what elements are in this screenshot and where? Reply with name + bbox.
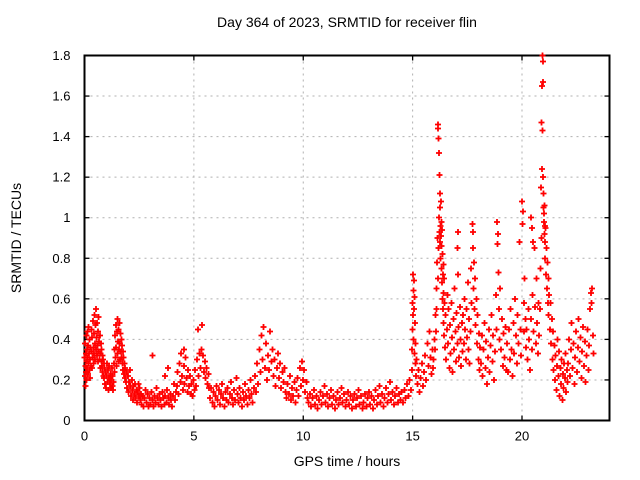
x-tick-label: 5 bbox=[190, 429, 197, 444]
y-tick-label: 0.6 bbox=[52, 291, 70, 306]
x-tick-label: 20 bbox=[515, 429, 529, 444]
x-tick-label: 15 bbox=[405, 429, 419, 444]
x-tick-label: 10 bbox=[296, 429, 310, 444]
y-tick-label: 0.4 bbox=[52, 332, 70, 347]
y-tick-label: 1 bbox=[63, 210, 70, 225]
y-tick-label: 0.2 bbox=[52, 372, 70, 387]
scatter-points bbox=[81, 52, 597, 412]
y-tick-label: 1.8 bbox=[52, 48, 70, 63]
chart-title: Day 364 of 2023, SRMTID for receiver fli… bbox=[217, 14, 477, 30]
y-tick-label: 0 bbox=[63, 413, 70, 428]
y-tick-label: 1.4 bbox=[52, 129, 70, 144]
y-tick-label: 0.8 bbox=[52, 251, 70, 266]
x-tick-label: 0 bbox=[81, 429, 88, 444]
x-axis-label: GPS time / hours bbox=[293, 453, 401, 469]
y-tick-label: 1.2 bbox=[52, 170, 70, 185]
y-tick-label: 1.6 bbox=[52, 89, 70, 104]
plot-border bbox=[83, 54, 611, 422]
